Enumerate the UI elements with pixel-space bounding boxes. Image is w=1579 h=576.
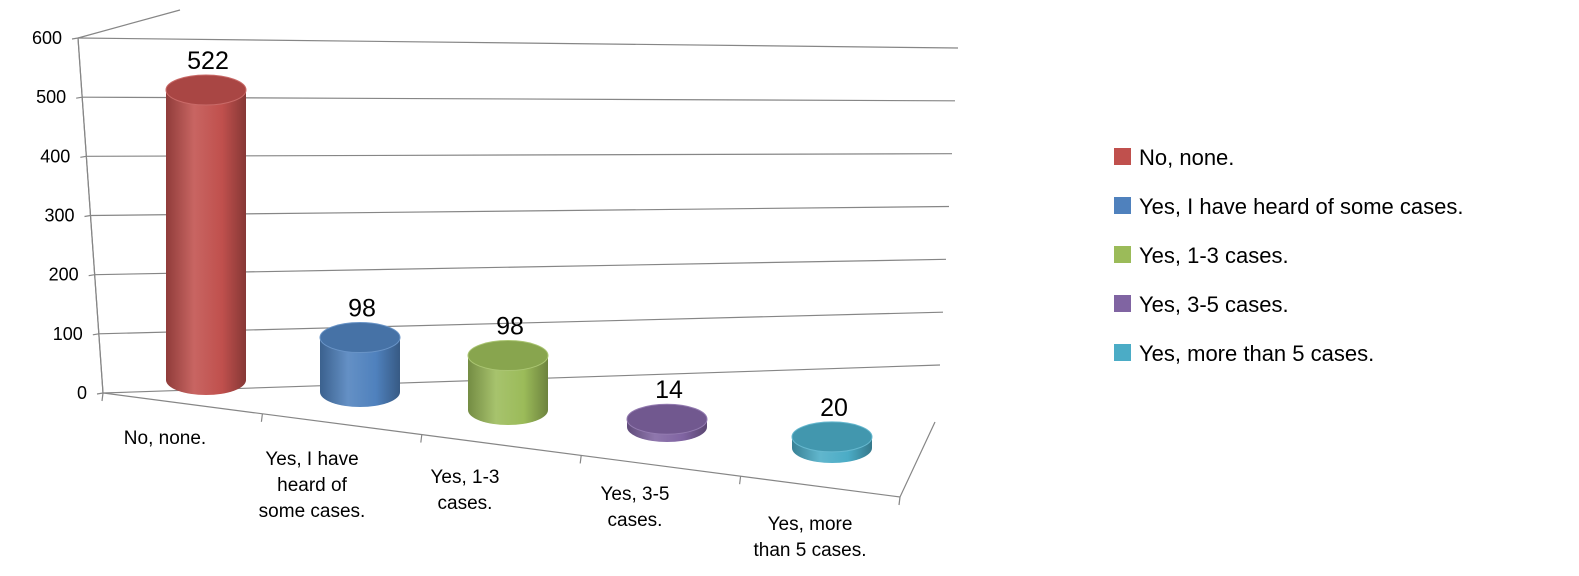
bars: [165, 74, 873, 463]
bar-body: [166, 90, 246, 395]
data-label: 98: [496, 313, 524, 341]
x-tick-mark: [101, 392, 104, 402]
legend-label: Yes, I have heard of some cases.: [1139, 194, 1464, 219]
y-tick-mark: [92, 333, 99, 336]
top-wall-edge: [77, 9, 181, 39]
y-tick-label: 100: [53, 324, 83, 344]
y-axis: 0 100 200 300 400 500 600: [32, 28, 104, 403]
y-tick-label: 400: [40, 146, 70, 166]
bar-top: [319, 322, 401, 354]
x-category-label: cases.: [438, 493, 493, 514]
legend-label: Yes, 3-5 cases.: [1139, 292, 1289, 317]
y-tick-label: 300: [44, 206, 74, 226]
y-tick-mark: [88, 274, 95, 277]
data-labels: 522 98 98 14 20: [187, 47, 848, 422]
legend-swatch: [1114, 246, 1131, 263]
data-label: 98: [348, 295, 376, 323]
gridline-600: [77, 37, 959, 49]
legend-item: Yes, more than 5 cases.: [1114, 341, 1374, 366]
legend-label: Yes, 1-3 cases.: [1139, 243, 1289, 268]
data-label: 14: [655, 376, 683, 404]
x-axis: No, none. Yes, I have heard of some cases. Y…: [101, 392, 901, 561]
y-tick-mark: [76, 96, 83, 99]
bar-top: [467, 340, 549, 372]
x-category-label: cases.: [608, 510, 663, 531]
x-tick-mark: [898, 496, 901, 506]
y-tick-label: 600: [32, 28, 62, 48]
bar-3: [626, 403, 708, 442]
legend-swatch: [1114, 197, 1131, 214]
y-tick-label: 500: [36, 87, 66, 107]
legend-label: Yes, more than 5 cases.: [1139, 341, 1374, 366]
bar-body: [468, 355, 548, 425]
legend-item: No, none.: [1114, 145, 1234, 170]
x-category-label: some cases.: [259, 501, 366, 522]
x-category-label: Yes, more: [768, 514, 853, 535]
y-tick-mark: [80, 155, 87, 158]
legend-item: Yes, 3-5 cases.: [1114, 292, 1289, 317]
legend-swatch: [1114, 344, 1131, 361]
legend-swatch: [1114, 148, 1131, 165]
legend-item: Yes, I have heard of some cases.: [1114, 194, 1464, 219]
bar-2: [467, 340, 549, 425]
y-tick-label: 0: [77, 383, 87, 403]
x-category-label: Yes, 1-3: [430, 467, 499, 488]
x-tick-mark: [420, 434, 423, 443]
bar-body: [320, 337, 400, 407]
x-category-label: Yes, 3-5: [600, 484, 669, 505]
x-category-label: than 5 cases.: [753, 540, 866, 561]
bar-top: [791, 421, 873, 453]
y-tick-mark: [84, 214, 91, 218]
bar-top: [626, 403, 708, 435]
x-tick-mark: [739, 476, 742, 485]
y-tick-mark: [96, 392, 104, 395]
x-category-label: No, none.: [124, 428, 206, 449]
bar-0: [165, 74, 247, 395]
bar-4: [791, 421, 873, 463]
bar-1: [319, 322, 401, 407]
x-category-label: Yes, I have: [265, 449, 358, 470]
x-tick-mark: [260, 413, 263, 422]
legend: No, none. Yes, I have heard of some cases…: [1114, 145, 1464, 366]
bar-top: [165, 74, 247, 106]
y-tick-label: 200: [49, 265, 79, 285]
x-category-label: heard of: [277, 475, 347, 496]
data-label: 522: [187, 47, 229, 75]
legend-label: No, none.: [1139, 145, 1234, 170]
legend-item: Yes, 1-3 cases.: [1114, 243, 1289, 268]
x-tick-mark: [579, 455, 582, 464]
y-tick-mark: [71, 37, 79, 40]
data-label: 20: [820, 394, 848, 422]
legend-swatch: [1114, 295, 1131, 312]
